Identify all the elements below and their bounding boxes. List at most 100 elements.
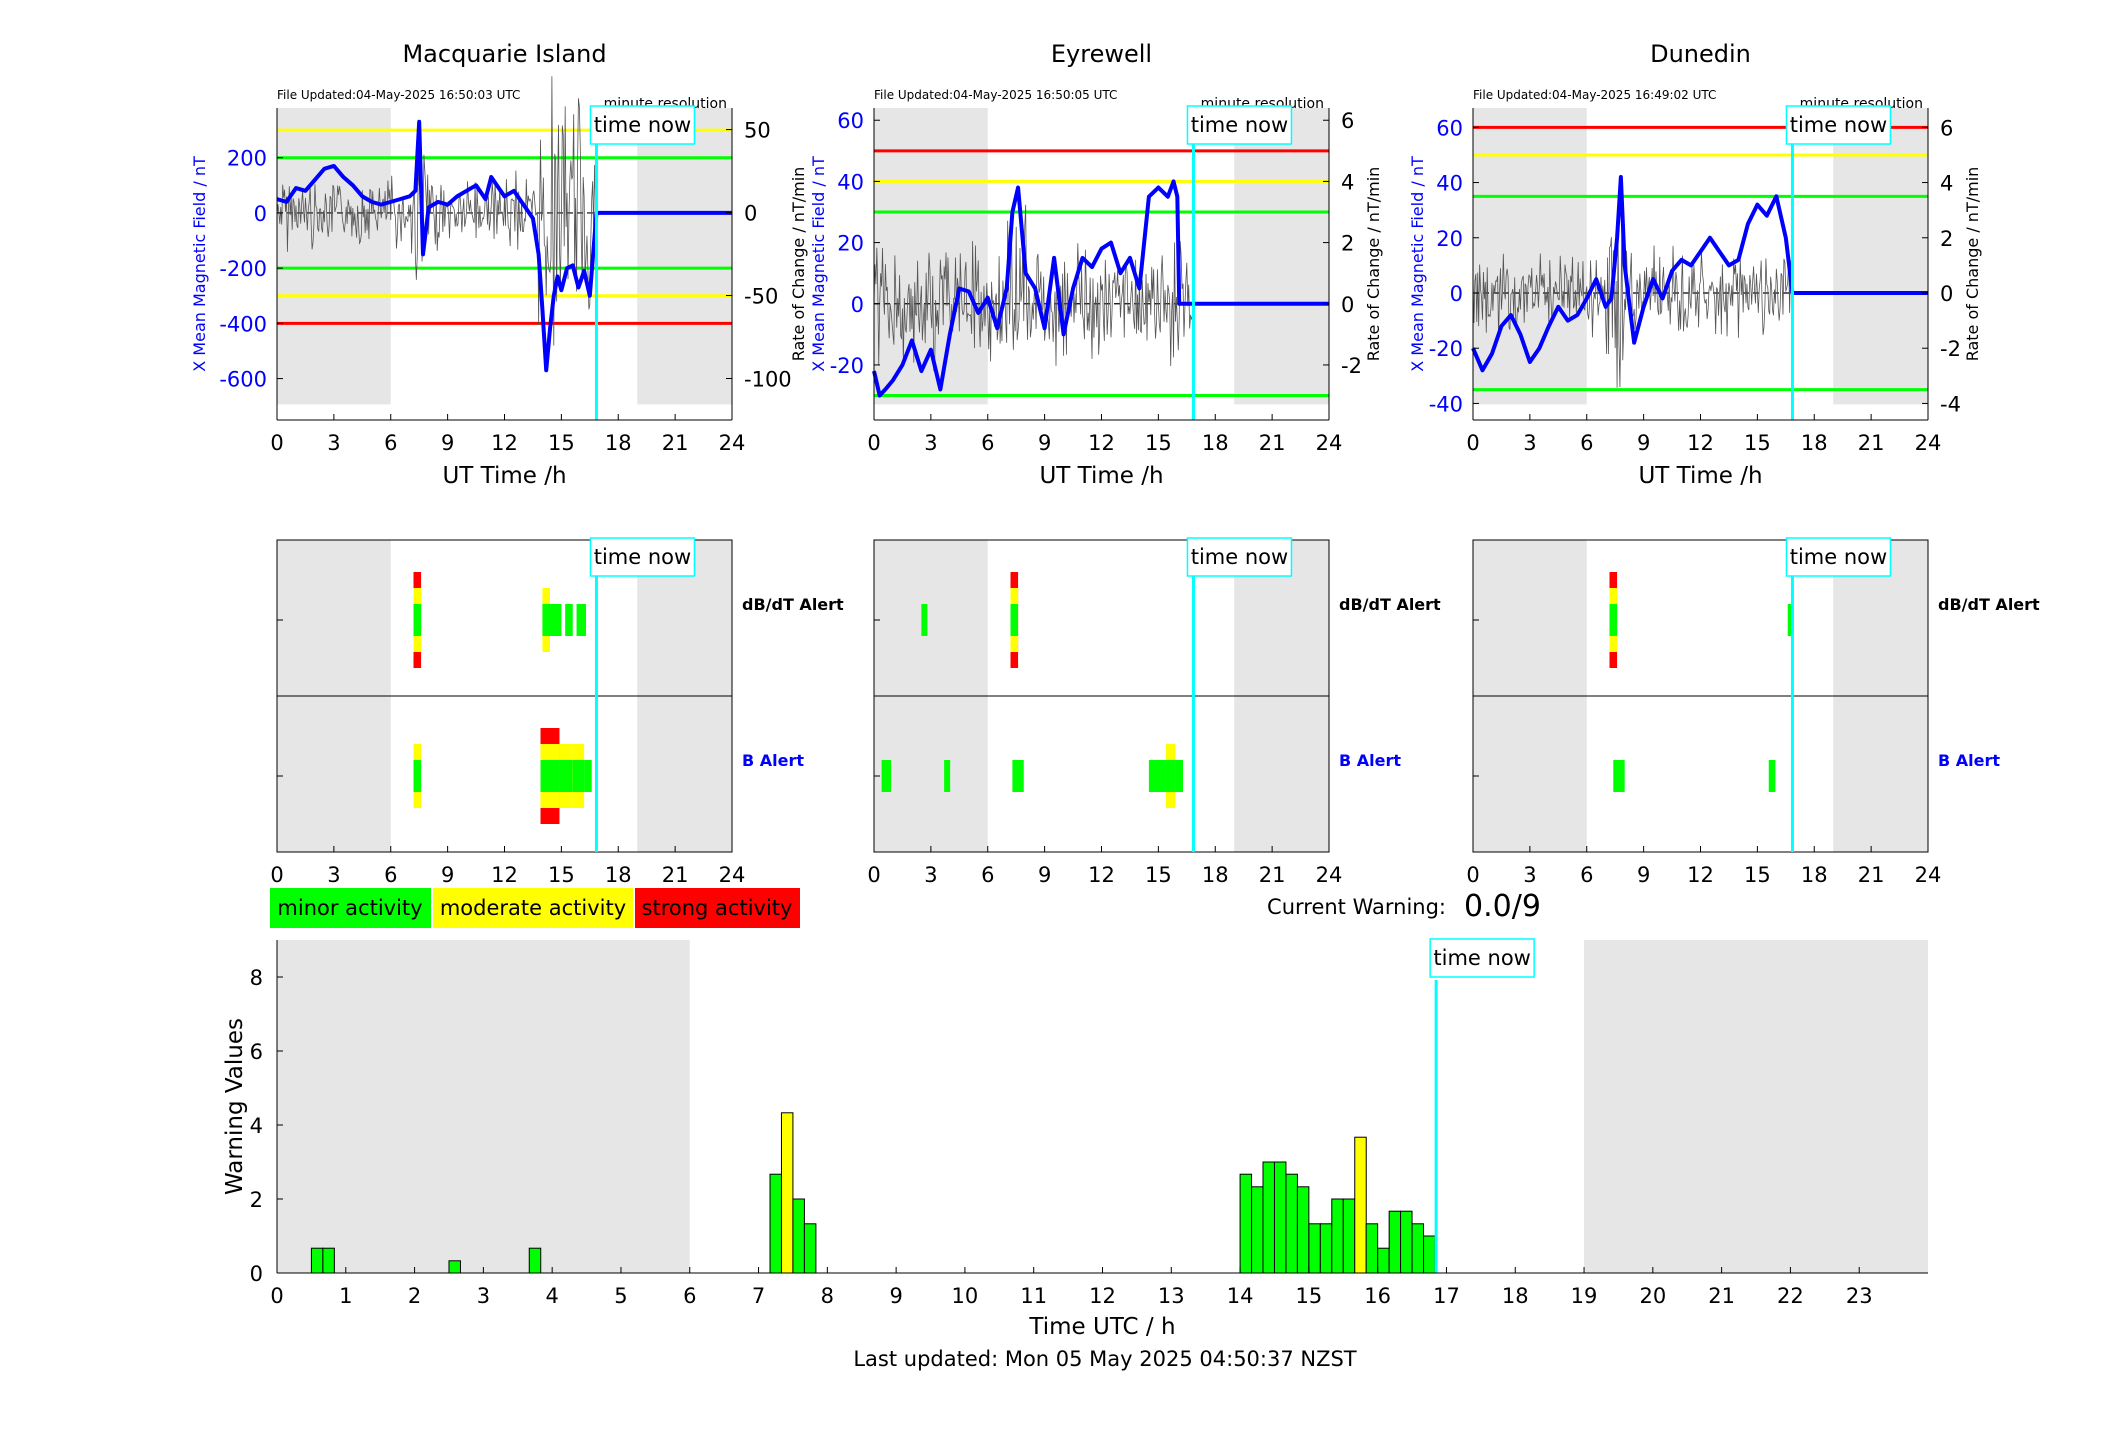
x-tick-label: 12 (1089, 1284, 1116, 1308)
alert-panel: time now dB/dT Alert B Alert 0 3 6 9 12 15 18 21 24 (867, 537, 1441, 887)
y-tick-label: 0 (250, 1262, 263, 1286)
x-tick-label: 24 (719, 431, 746, 455)
warning-bar (803, 1223, 817, 1274)
y2-tick-label: 50 (744, 119, 771, 143)
night-shade (874, 108, 988, 405)
time-now-box (1785, 537, 1892, 577)
time-now-box (1785, 105, 1892, 145)
dbdt-alert-bar-minor (550, 604, 562, 636)
b-alert-bar-minor (572, 760, 585, 792)
y-tick-label: 20 (837, 232, 864, 256)
b-alert-bar-minor (1768, 760, 1776, 792)
y-tick-label: 40 (837, 170, 864, 194)
y-tick-label: 20 (1436, 227, 1463, 251)
night-shade (277, 108, 391, 405)
y-axis-label: Warning Values (222, 1018, 248, 1195)
b-alert-bar-minor (413, 760, 422, 792)
b-alert-bar-minor (559, 760, 573, 792)
x-tick-label: 5 (614, 1284, 627, 1308)
x-tick-label: 2 (408, 1284, 421, 1308)
mean-field-series (872, 179, 1329, 398)
y-tick-label: 40 (1436, 172, 1463, 196)
x-tick-label: 9 (1637, 431, 1650, 455)
warning-bar (1411, 1223, 1425, 1274)
y2-tick-label: 4 (1341, 170, 1354, 194)
x-tick-label: 18 (1502, 1284, 1529, 1308)
x-tick-label: 12 (491, 863, 518, 887)
station-title: Macquarie Island (402, 40, 606, 68)
night-shade (1234, 108, 1329, 405)
y2-tick-label: 2 (1940, 227, 1953, 251)
x-tick-label: 14 (1227, 1284, 1254, 1308)
b-alert-bar-minor (944, 760, 951, 792)
station-panel: Dunedin File Updated:04-May-2025 16:49:02… (1408, 40, 1982, 489)
y-tick-label: 8 (250, 966, 263, 990)
dbdt-alert-bar-minor (413, 604, 422, 636)
dbdt-alert-bar-minor (1609, 604, 1618, 636)
y-axis-label: X Mean Magnetic Field / nT (809, 156, 828, 372)
x-tick-label: 15 (1744, 431, 1771, 455)
x-tick-label: 6 (981, 863, 994, 887)
x-tick-label: 3 (1523, 863, 1536, 887)
warning-bar (1331, 1198, 1344, 1274)
y-tick-label: 6 (250, 1040, 263, 1064)
night-shade (277, 940, 690, 1273)
warning-bar (1377, 1247, 1390, 1274)
warning-bar (1423, 1235, 1436, 1274)
x-tick-label: 16 (1364, 1284, 1391, 1308)
station-panels: Macquarie Island File Updated:04-May-2025… (190, 40, 1982, 489)
x-tick-label: 9 (1637, 863, 1650, 887)
x-tick-label: 18 (1801, 863, 1828, 887)
time-now-label: time now (1790, 113, 1887, 137)
time-now-label: time now (1790, 545, 1887, 569)
y-tick-label: -400 (219, 312, 267, 336)
x-axis-label: UT Time /h (442, 463, 566, 489)
b-alert-label: B Alert (1938, 751, 2000, 770)
warning-bar (1342, 1198, 1356, 1274)
warning-bar (1388, 1210, 1402, 1274)
x-axis-label: UT Time /h (1039, 463, 1163, 489)
x-tick-label: 15 (1296, 1284, 1323, 1308)
warning-bar (1239, 1173, 1253, 1274)
dbdt-alert-bar-minor (1010, 604, 1019, 636)
dbdt-alert-bar-minor (1787, 604, 1794, 636)
y-tick-label: -40 (1429, 392, 1463, 416)
alert-panel: time now dB/dT Alert B Alert 0 3 6 9 12 15 18 21 24 (270, 537, 844, 887)
dbdt-alert-label: dB/dT Alert (1339, 595, 1441, 614)
x-tick-label: 6 (384, 863, 397, 887)
warning-bar (448, 1260, 461, 1274)
warning-bar (769, 1173, 782, 1274)
y2-tick-label: -100 (744, 368, 792, 392)
legend-strong-swatch (635, 888, 800, 928)
station-title: Dunedin (1650, 40, 1751, 68)
time-now-label: time now (1191, 545, 1288, 569)
x-tick-label: 19 (1571, 1284, 1598, 1308)
y2-tick-label: 0 (1341, 293, 1354, 317)
y2-tick-label: -2 (1341, 354, 1362, 378)
x-tick-label: 3 (327, 431, 340, 455)
x-tick-label: 15 (1744, 863, 1771, 887)
x-tick-label: 6 (683, 1284, 696, 1308)
x-tick-label: 3 (327, 863, 340, 887)
x-tick-label: 1 (339, 1284, 352, 1308)
y-axis-label: X Mean Magnetic Field / nT (190, 156, 209, 372)
x-tick-label: 18 (1202, 863, 1229, 887)
warning-bar (310, 1247, 324, 1274)
x-tick-label: 9 (1038, 431, 1051, 455)
x-tick-label: 12 (1687, 431, 1714, 455)
x-tick-label: 15 (1145, 431, 1172, 455)
last-updated: Last updated: Mon 05 May 2025 04:50:37 N… (853, 1347, 1356, 1371)
warning-bar (1319, 1223, 1333, 1274)
x-tick-label: 4 (545, 1284, 558, 1308)
dbdt-alert-bar-minor (565, 604, 573, 636)
x-tick-label: 6 (1580, 431, 1593, 455)
y2-tick-label: 6 (1940, 116, 1953, 140)
dbdt-alert-bar-minor (542, 604, 550, 636)
x-tick-label: 3 (477, 1284, 490, 1308)
dbdt-alert-bar-minor (576, 604, 587, 636)
warning-bar (1262, 1161, 1275, 1274)
time-now-box (1186, 105, 1293, 145)
legend-moderate-swatch (433, 888, 633, 928)
x-tick-label: 24 (1915, 863, 1942, 887)
